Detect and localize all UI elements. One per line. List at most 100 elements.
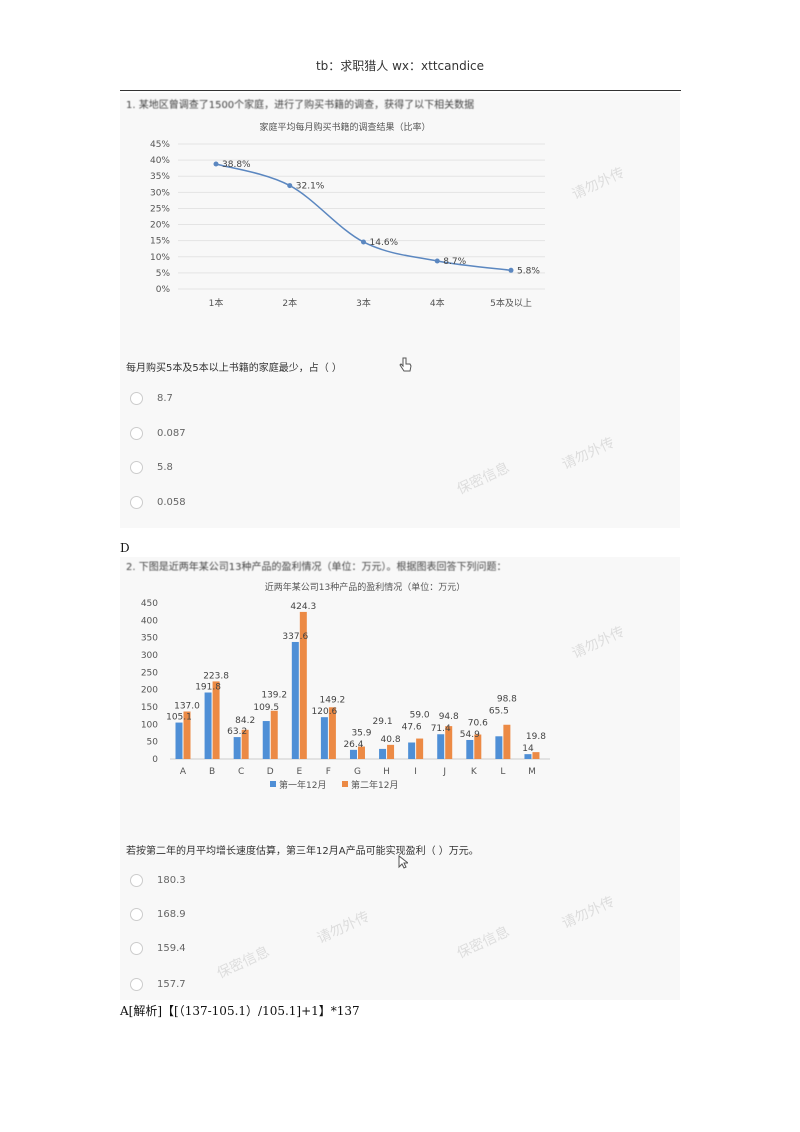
x-tick-label: C	[238, 767, 244, 777]
option-a[interactable]: 8.7	[130, 390, 173, 406]
x-tick-label: 3本	[356, 297, 371, 309]
watermark: 保密信息	[214, 943, 273, 982]
y-tick-label: 250	[141, 668, 158, 678]
bar-year2	[328, 707, 336, 759]
x-tick-label: H	[383, 767, 390, 777]
radio[interactable]	[130, 495, 143, 509]
data-label: 59.0	[410, 711, 430, 721]
y-tick-label: 45%	[150, 140, 170, 150]
x-tick-label: 4本	[430, 297, 445, 309]
hand-cursor-icon	[399, 357, 412, 372]
data-label: 29.1	[373, 717, 393, 727]
option-d[interactable]: 157.7	[130, 976, 186, 992]
data-label: 191.8	[195, 683, 221, 693]
y-tick-label: 5%	[156, 269, 171, 279]
chart-title: 近两年某公司13种产品的盈利情况（单位：万元）	[265, 581, 465, 593]
data-label: 40.8	[381, 735, 401, 745]
y-tick-label: 10%	[150, 253, 170, 263]
data-label: 71.4	[431, 724, 451, 734]
data-label: 84.2	[235, 716, 255, 726]
watermark: 请勿外传	[559, 434, 618, 473]
bar-year2	[416, 738, 424, 759]
bar-year2	[299, 611, 307, 759]
option-label: 5.8	[157, 461, 173, 473]
x-tick-label: 1本	[209, 297, 224, 309]
bar-year2	[532, 752, 540, 759]
option-c[interactable]: 159.4	[130, 940, 186, 956]
data-label: 120.6	[312, 707, 338, 717]
data-label: 38.8%	[222, 160, 251, 170]
question-2-screenshot: 2. 下图是近两年某公司13种产品的盈利情况（单位：万元）。根据图表回答下列问题…	[120, 557, 680, 1000]
option-label: 0.087	[157, 427, 186, 439]
y-tick-label: 15%	[150, 237, 170, 247]
chart-title: 家庭平均每月购买书籍的调查结果（比率）	[259, 121, 430, 133]
bar-year1	[524, 754, 532, 759]
legend-label: 第一年12月	[279, 779, 326, 791]
bar-year1	[291, 641, 299, 759]
option-label: 0.058	[157, 496, 186, 508]
bar-year2	[241, 729, 249, 759]
bar-year2	[183, 711, 191, 759]
data-label: 63.2	[227, 727, 247, 737]
data-label: 105.1	[166, 713, 192, 723]
x-tick-label: G	[354, 767, 361, 777]
q1-intro: 1. 某地区曾调查了1500个家庭，进行了购买书籍的调查，获得了以下相关数据	[126, 100, 475, 111]
data-point	[434, 258, 440, 264]
watermark: 请勿外传	[314, 908, 373, 947]
x-tick-label: 5本及以上	[490, 297, 532, 309]
x-tick-label: A	[180, 767, 187, 777]
data-label: 109.5	[253, 703, 279, 713]
y-tick-label: 400	[141, 616, 158, 626]
radio[interactable]	[130, 907, 143, 921]
data-label: 70.6	[468, 719, 488, 729]
bar-year2	[445, 726, 453, 759]
data-label: 14	[522, 744, 534, 754]
option-a[interactable]: 180.3	[130, 872, 186, 888]
x-tick-label: B	[209, 767, 215, 777]
y-tick-label: 35%	[150, 172, 170, 182]
header-rule	[120, 90, 681, 91]
page-header: tb：求职猎人 wx：xttcandice	[315, 59, 485, 73]
bar-year1	[408, 742, 416, 759]
option-label: 159.4	[157, 942, 186, 954]
bar-year2	[474, 734, 482, 759]
option-d[interactable]: 0.058	[130, 494, 186, 510]
data-label: 26.4	[343, 740, 363, 750]
radio[interactable]	[130, 941, 143, 955]
bar-year1	[262, 721, 270, 759]
y-tick-label: 200	[141, 686, 158, 696]
q1-question: 每月购买5本及5本以上书籍的家庭最少，占（ ）	[126, 363, 342, 374]
y-tick-label: 25%	[150, 204, 170, 214]
option-c[interactable]: 5.8	[130, 459, 173, 475]
bar-year1	[437, 734, 445, 759]
option-b[interactable]: 0.087	[130, 425, 186, 441]
radio[interactable]	[130, 426, 143, 440]
legend-label: 第二年12月	[351, 779, 398, 791]
bar-year2	[503, 724, 511, 759]
x-tick-label: E	[296, 767, 302, 777]
watermark: 请勿外传	[559, 893, 618, 932]
x-tick-label: L	[500, 767, 505, 777]
option-b[interactable]: 168.9	[130, 906, 186, 922]
legend-swatch	[342, 781, 348, 787]
data-point	[508, 267, 514, 273]
y-tick-label: 0%	[156, 285, 171, 295]
y-tick-label: 30%	[150, 188, 170, 198]
y-tick-label: 20%	[150, 221, 170, 231]
data-point	[361, 239, 366, 245]
data-label: 35.9	[351, 729, 371, 739]
x-tick-label: 2本	[282, 297, 297, 309]
radio[interactable]	[130, 460, 143, 474]
radio[interactable]	[130, 977, 143, 991]
data-point	[213, 161, 219, 167]
y-tick-label: 50	[147, 738, 159, 748]
bar-year1	[349, 749, 357, 759]
radio[interactable]	[130, 873, 143, 887]
legend-swatch	[270, 781, 276, 787]
x-tick-label: F	[326, 767, 331, 777]
bar-year2	[387, 744, 395, 759]
data-label: 5.8%	[517, 266, 540, 276]
option-label: 8.7	[157, 392, 173, 404]
radio[interactable]	[130, 391, 143, 405]
